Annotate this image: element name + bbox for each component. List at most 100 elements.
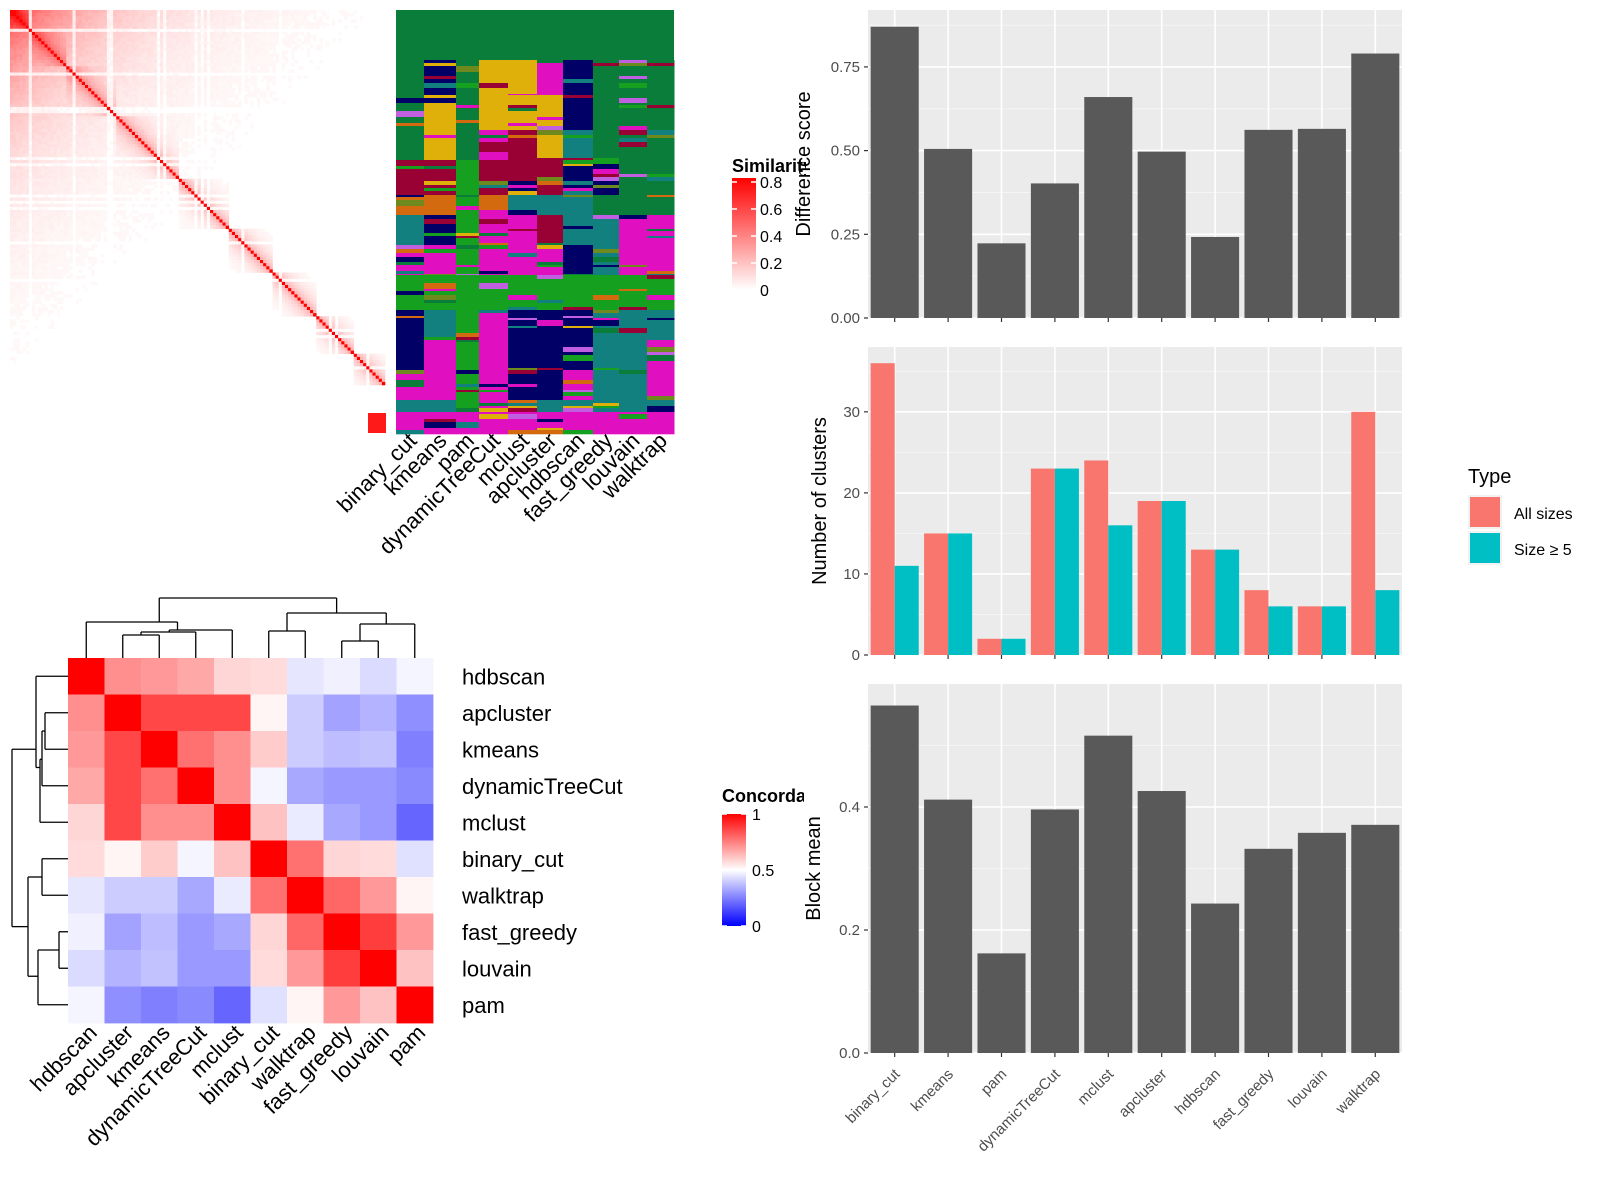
similarity-cell [160,53,164,58]
similarity-cell [141,44,145,48]
similarity-cell [185,53,189,58]
similarity-cell [72,19,76,23]
similarity-cell [185,13,189,17]
similarity-cell [53,222,58,226]
similarity-cell [41,116,45,120]
similarity-cell [66,181,70,186]
similarity-cell [247,231,251,236]
similarity-cell [113,178,117,183]
similarity-cell [166,116,170,120]
similarity-cell [181,225,186,230]
similarity-cell [81,147,86,151]
similarity-cell [153,41,158,45]
similarity-cell [222,44,226,48]
similarity-cell [185,16,189,20]
similarity-cell [225,41,230,45]
similarity-cell [122,166,126,170]
similarity-cell [94,66,98,70]
similarity-cell [19,38,23,42]
similarity-cell [60,244,64,248]
similarity-cell [241,228,245,233]
similarity-cell [63,88,67,92]
similarity-cell [281,19,286,23]
similarity-cell [44,147,48,151]
similarity-cell [231,56,236,61]
similarity-cell [197,60,201,64]
similarity-cell [78,172,83,176]
similarity-cell [35,153,39,158]
similarity-cell [185,144,189,148]
similarity-cell [153,185,158,189]
similarity-cell [19,53,23,58]
similarity-cell [31,210,36,214]
similarity-cell [38,81,42,86]
similarity-cell [69,166,73,170]
similarity-cell [166,88,170,92]
similarity-cell [169,138,173,142]
similarity-cell [60,238,64,242]
similarity-cell [110,35,114,39]
similarity-cell [125,166,130,170]
similarity-cell [197,222,201,226]
similarity-cell [41,78,45,83]
similarity-cell [303,10,308,14]
similarity-cell [28,138,33,142]
similarity-cell [97,203,101,208]
similarity-cell [181,75,186,80]
similarity-cell [219,181,223,186]
similarity-cell [97,147,101,151]
similarity-cell [131,63,136,67]
similarity-cell [85,131,89,136]
similarity-cell [288,44,292,48]
similarity-cell [131,144,136,148]
similarity-cell [138,135,142,139]
similarity-cell [131,100,136,105]
similarity-cell [63,22,67,26]
similarity-cell [181,88,186,92]
similarity-cell [244,85,248,89]
similarity-cell [306,47,311,51]
similarity-cell [188,225,192,230]
similarity-cell [138,41,142,45]
similarity-cell [56,116,61,120]
similarity-cell [16,260,20,264]
similarity-cell [38,147,42,151]
similarity-cell [22,231,26,236]
similarity-cell [78,181,83,186]
similarity-cell [60,231,64,236]
similarity-cell [144,160,148,164]
similarity-cell [44,78,48,83]
similarity-cell [106,22,111,26]
similarity-cell [125,72,130,76]
similarity-cell [10,128,14,133]
similarity-cell [19,163,23,167]
similarity-cell [88,85,92,89]
similarity-cell [169,97,173,101]
similarity-cell [206,206,211,211]
similarity-cell [66,28,70,33]
similarity-cell [56,238,61,242]
similarity-cell [113,88,117,92]
similarity-cell [28,63,33,67]
similarity-cell [178,10,183,14]
similarity-cell [256,22,261,26]
similarity-cell [181,119,186,123]
similarity-cell [194,31,198,36]
similarity-cell [44,56,48,61]
similarity-cell [150,138,155,142]
similarity-cell [281,50,286,55]
similarity-cell [94,260,98,264]
similarity-cell [110,50,114,55]
similarity-cell [81,88,86,92]
similarity-cell [56,53,61,58]
similarity-cell [72,31,76,36]
similarity-cell [53,25,58,30]
similarity-cell [25,247,30,251]
similarity-cell [119,63,123,67]
similarity-cell [135,81,139,86]
similarity-cell [41,163,45,167]
similarity-cell [56,110,61,114]
similarity-cell [63,31,67,36]
similarity-cell [263,97,267,101]
similarity-cell [47,203,51,208]
